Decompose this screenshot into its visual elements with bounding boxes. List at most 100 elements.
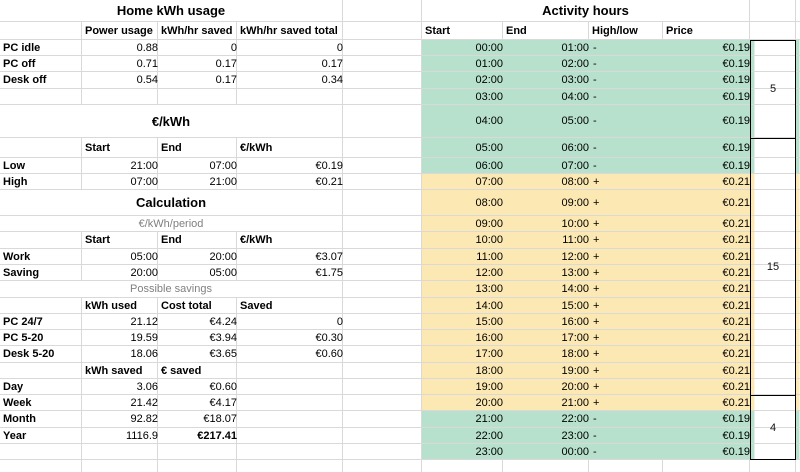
cell-pc247-label[interactable]: PC 24/7 xyxy=(3,315,43,328)
cell-h11-price[interactable]: €0.21 xyxy=(663,249,755,264)
cell-h15-price[interactable]: €0.21 xyxy=(663,314,755,329)
cell-calculation-title[interactable]: Calculation xyxy=(0,190,342,215)
cell-high-end[interactable]: 21:00 xyxy=(209,175,237,188)
cell-h13-price[interactable]: €0.21 xyxy=(663,281,755,297)
cell-pc247-saved[interactable]: 0 xyxy=(336,315,343,328)
cell-year-label[interactable]: Year xyxy=(3,429,27,442)
cell-h11-start[interactable]: 11:00 xyxy=(422,249,508,264)
cell-h23-price[interactable]: €0.19 xyxy=(663,444,755,459)
cell-h15-start[interactable]: 15:00 xyxy=(422,314,508,329)
cell-h12-end[interactable]: 13:00 xyxy=(503,265,594,280)
cell-h0-highlow[interactable]: - xyxy=(589,40,667,55)
cell-week-label[interactable]: Week xyxy=(3,396,32,409)
cell-h12-start[interactable]: 12:00 xyxy=(422,265,508,280)
cell-h7-end[interactable]: 08:00 xyxy=(503,174,594,189)
cell-h2-start[interactable]: 02:00 xyxy=(422,72,508,88)
cell-h9-start[interactable]: 09:00 xyxy=(422,216,508,231)
cell-day-label[interactable]: Day xyxy=(3,380,24,393)
cell-h18-price[interactable]: €0.21 xyxy=(663,363,755,378)
cell-h13-end[interactable]: 14:00 xyxy=(503,281,594,297)
cell-header-activity-start[interactable]: Start xyxy=(425,24,451,37)
cell-week-kwh[interactable]: 21.42 xyxy=(130,396,158,409)
cell-h9-price[interactable]: €0.21 xyxy=(663,216,755,231)
cell-h1-end[interactable]: 02:00 xyxy=(503,56,594,71)
cell-h14-start[interactable]: 14:00 xyxy=(422,298,508,313)
cell-h23-highlow[interactable]: - xyxy=(589,444,667,459)
cell-h16-end[interactable]: 17:00 xyxy=(503,330,594,345)
cell-pc-off-saved[interactable]: 0.17 xyxy=(215,57,237,70)
cell-desk-off-saved[interactable]: 0.17 xyxy=(215,74,237,86)
cell-h14-end[interactable]: 15:00 xyxy=(503,298,594,313)
cell-h10-price[interactable]: €0.21 xyxy=(663,232,755,248)
cell-h0-end[interactable]: 01:00 xyxy=(503,40,594,55)
cell-peak-hours[interactable]: 15 xyxy=(766,260,780,273)
cell-h7-price[interactable]: €0.21 xyxy=(663,174,755,189)
cell-h20-end[interactable]: 21:00 xyxy=(503,395,594,410)
cell-desk-off-saved-total[interactable]: 0.34 xyxy=(321,74,343,86)
cell-month-kwh[interactable]: 92.82 xyxy=(130,413,158,425)
cell-h6-highlow[interactable]: - xyxy=(589,158,667,173)
cell-totals-header-euro-saved[interactable]: € saved xyxy=(161,364,202,377)
cell-day-kwh[interactable]: 3.06 xyxy=(136,380,158,393)
cell-h16-start[interactable]: 16:00 xyxy=(422,330,508,345)
cell-pc520-saved[interactable]: €0.30 xyxy=(315,331,343,344)
cell-h21-start[interactable]: 21:00 xyxy=(422,411,508,427)
cell-desk520-cost[interactable]: €3.65 xyxy=(209,348,237,360)
cell-day-euro[interactable]: €0.60 xyxy=(209,380,237,393)
cell-low-price[interactable]: €0.19 xyxy=(315,159,343,172)
cell-saving-label[interactable]: Saving xyxy=(3,266,40,279)
cell-possible-savings-subtitle[interactable]: Possible savings xyxy=(0,281,342,297)
cell-h14-price[interactable]: €0.21 xyxy=(663,298,755,313)
cell-h5-highlow[interactable]: - xyxy=(589,138,667,157)
cell-h5-price[interactable]: €0.19 xyxy=(663,138,755,157)
cell-pc-idle-power[interactable]: 0.88 xyxy=(136,41,158,54)
cell-week-euro[interactable]: €4.17 xyxy=(209,396,237,409)
cell-price-section-title[interactable]: €/kWh xyxy=(0,105,342,137)
cell-h19-price[interactable]: €0.21 xyxy=(663,379,755,394)
cell-tariff-header-end[interactable]: End xyxy=(161,141,182,154)
cell-desk520-label[interactable]: Desk 5-20 xyxy=(3,348,55,360)
cell-h21-price[interactable]: €0.19 xyxy=(663,411,755,427)
cell-h2-end[interactable]: 03:00 xyxy=(503,72,594,88)
cell-pc520-kwh[interactable]: 19.59 xyxy=(130,331,158,344)
cell-saving-price[interactable]: €1.75 xyxy=(315,266,343,279)
cell-h22-start[interactable]: 22:00 xyxy=(422,428,508,443)
cell-h19-start[interactable]: 19:00 xyxy=(422,379,508,394)
cell-offpeak-evening-hours[interactable]: 4 xyxy=(769,421,777,434)
cell-high-start[interactable]: 07:00 xyxy=(130,175,158,188)
cell-h10-start[interactable]: 10:00 xyxy=(422,232,508,248)
cell-tariff-header-price[interactable]: €/kWh xyxy=(240,141,273,154)
cell-h1-start[interactable]: 01:00 xyxy=(422,56,508,71)
cell-h20-highlow[interactable]: + xyxy=(589,395,667,410)
cell-h8-end[interactable]: 09:00 xyxy=(503,190,594,215)
cell-h22-highlow[interactable]: - xyxy=(589,428,667,443)
cell-high-price[interactable]: €0.21 xyxy=(315,175,343,188)
cell-work-price[interactable]: €3.07 xyxy=(315,250,343,263)
cell-h20-price[interactable]: €0.21 xyxy=(663,395,755,410)
cell-activity-title[interactable]: Activity hours xyxy=(422,0,749,21)
cell-header-kwh-saved[interactable]: kWh/hr saved xyxy=(161,24,233,37)
cell-possible-header-kwh-used[interactable]: kWh used xyxy=(85,299,137,312)
cell-year-euro[interactable]: €217.41 xyxy=(197,429,237,442)
cell-h11-end[interactable]: 12:00 xyxy=(503,249,594,264)
cell-possible-header-cost-total[interactable]: Cost total xyxy=(161,299,212,312)
cell-period-subtitle[interactable]: €/kWh/period xyxy=(0,216,342,231)
cell-header-activity-end[interactable]: End xyxy=(506,24,527,37)
cell-h1-price[interactable]: €0.19 xyxy=(663,56,755,71)
cell-h10-end[interactable]: 11:00 xyxy=(503,232,594,248)
cell-h13-start[interactable]: 13:00 xyxy=(422,281,508,297)
cell-h22-price[interactable]: €0.19 xyxy=(663,428,755,443)
cell-h10-highlow[interactable]: + xyxy=(589,232,667,248)
cell-pc520-cost[interactable]: €3.94 xyxy=(209,331,237,344)
cell-h23-start[interactable]: 23:00 xyxy=(422,444,508,459)
cell-home-title[interactable]: Home kWh usage xyxy=(0,0,342,21)
cell-pc-idle-saved[interactable]: 0 xyxy=(230,41,237,54)
cell-h0-price[interactable]: €0.19 xyxy=(663,40,755,55)
cell-header-power-usage[interactable]: Power usage xyxy=(85,24,153,37)
cell-desk520-saved[interactable]: €0.60 xyxy=(315,348,343,360)
cell-h7-highlow[interactable]: + xyxy=(589,174,667,189)
cell-h9-highlow[interactable]: + xyxy=(589,216,667,231)
cell-h8-highlow[interactable]: + xyxy=(589,190,667,215)
cell-work-start[interactable]: 05:00 xyxy=(130,250,158,263)
cell-year-kwh[interactable]: 1116.9 xyxy=(125,429,158,442)
